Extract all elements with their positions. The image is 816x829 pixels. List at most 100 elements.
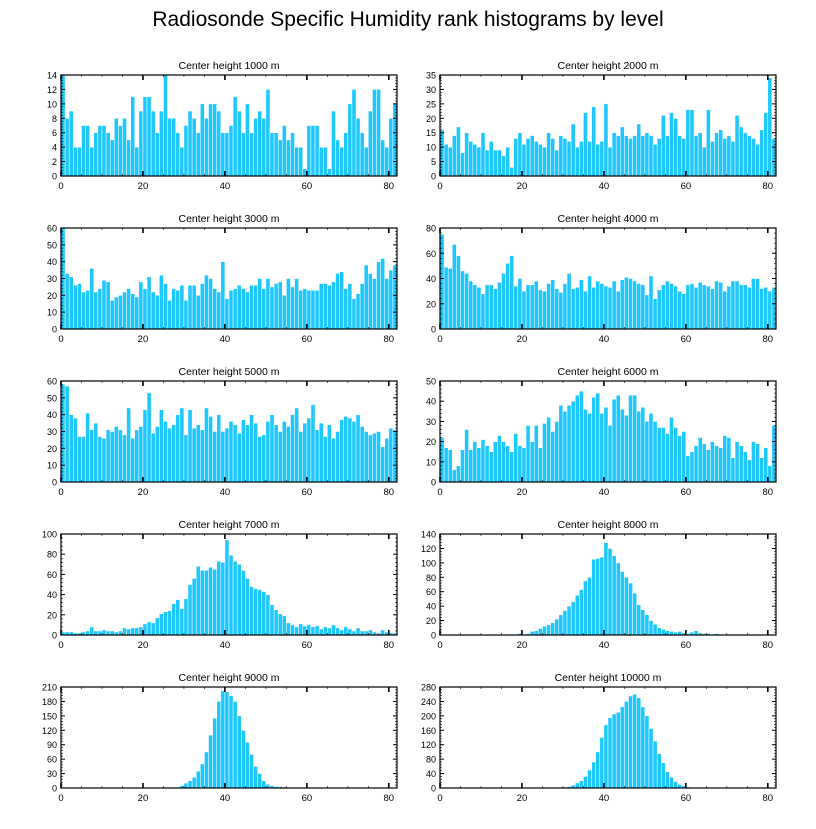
- histogram-bar: [661, 427, 665, 482]
- y-tick-label: 0: [52, 631, 57, 641]
- histogram-bar: [352, 89, 356, 176]
- histogram-bar: [600, 557, 604, 635]
- histogram-bar: [493, 150, 497, 176]
- histogram-bar: [225, 428, 229, 482]
- histogram-bar: [131, 628, 135, 635]
- histogram-bar: [213, 432, 217, 483]
- histogram-bar: [241, 133, 245, 176]
- histogram-bar: [588, 141, 592, 176]
- histogram-bar: [735, 115, 739, 176]
- histogram-bar: [710, 442, 714, 482]
- histogram-bar: [547, 133, 551, 176]
- histogram-bar: [661, 763, 665, 788]
- histogram-bar: [501, 156, 505, 176]
- histogram-bar: [127, 408, 131, 482]
- histogram-bar: [258, 590, 262, 635]
- panel-title: Center height 2000 m: [558, 60, 659, 72]
- y-tick-label: 10: [426, 143, 436, 153]
- histogram-bar: [440, 234, 444, 329]
- histogram-bar: [579, 590, 583, 635]
- histogram-bar: [147, 622, 151, 635]
- histogram-bar: [501, 273, 505, 329]
- histogram-bar: [282, 421, 286, 482]
- y-tick-label: 20: [47, 291, 57, 301]
- histogram-bar: [172, 604, 176, 635]
- histogram-bar: [731, 281, 735, 329]
- histogram-bar: [665, 631, 669, 635]
- histogram-bar: [739, 127, 743, 176]
- histogram-bar: [245, 425, 249, 482]
- histogram-bar: [290, 287, 294, 329]
- histogram-bar: [233, 561, 237, 635]
- histogram-bar: [571, 401, 575, 482]
- histogram-bar: [559, 136, 563, 176]
- histogram-bar: [551, 138, 555, 176]
- y-tick-label: 0: [52, 478, 57, 488]
- histogram-bar: [377, 262, 381, 329]
- histogram-bar: [583, 409, 587, 482]
- histogram-bar: [262, 118, 266, 176]
- histogram-bar: [258, 279, 262, 330]
- y-tick-label: 40: [426, 769, 436, 779]
- histogram-bar: [575, 783, 579, 788]
- y-tick-label: 0: [52, 325, 57, 335]
- x-tick-label: 60: [681, 793, 692, 804]
- histogram-bar: [698, 282, 702, 329]
- histogram-bar: [336, 432, 340, 483]
- histogram-bar: [739, 446, 743, 482]
- x-tick-label: 80: [384, 487, 395, 498]
- histogram-bar: [229, 421, 233, 482]
- histogram-bar: [547, 625, 551, 635]
- y-tick-label: 100: [421, 558, 436, 568]
- histogram-bar: [694, 631, 698, 635]
- histogram-bar: [323, 147, 327, 176]
- histogram-bar: [583, 581, 587, 635]
- y-tick-label: 200: [421, 711, 436, 721]
- histogram-bar: [657, 290, 661, 329]
- histogram-bar: [653, 624, 657, 635]
- histogram-bar: [501, 442, 505, 482]
- histogram-bar: [542, 626, 546, 635]
- histogram-bar: [106, 631, 110, 635]
- histogram-bar: [278, 432, 282, 483]
- histogram-bar: [86, 290, 90, 329]
- histogram-bar: [575, 395, 579, 482]
- histogram-bar: [147, 277, 151, 329]
- histogram-bar: [327, 169, 331, 176]
- y-tick-label: 60: [47, 377, 57, 387]
- histogram-bar: [86, 631, 90, 635]
- histogram-bar: [192, 428, 196, 482]
- histogram-bar: [665, 281, 669, 329]
- histogram-bar: [360, 133, 364, 176]
- y-tick-label: 0: [52, 172, 57, 182]
- histogram-bar: [372, 89, 376, 176]
- histogram-bar: [637, 124, 641, 176]
- histogram-bar: [213, 718, 217, 788]
- histogram-bar: [299, 290, 303, 329]
- histogram-bar: [522, 291, 526, 329]
- histogram-bar: [319, 629, 323, 635]
- histogram-bar: [563, 138, 567, 176]
- y-tick-label: 0: [431, 784, 436, 794]
- x-tick-label: 20: [138, 334, 149, 345]
- histogram-bar: [641, 136, 645, 176]
- histogram-bar: [336, 628, 340, 635]
- y-tick-label: 5: [431, 157, 436, 167]
- histogram-bar: [583, 291, 587, 329]
- y-tick-label: 60: [47, 755, 57, 765]
- histogram-bar: [452, 136, 456, 176]
- histogram-bar: [653, 144, 657, 176]
- histogram-bar: [258, 774, 262, 788]
- histogram-bar: [678, 136, 682, 176]
- histogram-bar: [143, 289, 147, 329]
- histogram-bar: [73, 285, 77, 329]
- x-tick-label: 20: [138, 181, 149, 192]
- histogram-bar: [710, 141, 714, 176]
- histogram-bar: [307, 290, 311, 329]
- y-tick-label: 80: [426, 573, 436, 583]
- histogram-bar: [344, 133, 348, 176]
- x-tick-label: 40: [599, 487, 610, 498]
- histogram-bar: [389, 428, 393, 482]
